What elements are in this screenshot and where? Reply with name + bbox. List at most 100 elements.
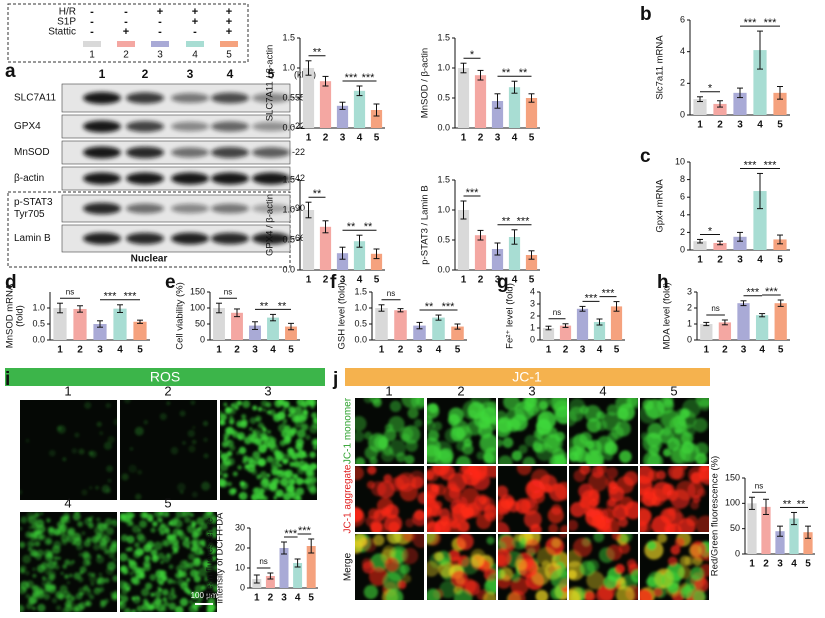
cell: [96, 555, 105, 564]
cell: [670, 545, 681, 555]
x-tick-label: 1: [57, 345, 63, 356]
cell: [98, 572, 103, 577]
bar: [133, 321, 147, 340]
cell: [355, 457, 366, 464]
cell: [276, 461, 280, 465]
cell: [427, 498, 440, 517]
cell: [550, 568, 567, 589]
panel-letter: b: [640, 4, 652, 25]
x-tick-label: 2: [77, 345, 83, 356]
cell: [162, 597, 168, 602]
cell: [184, 587, 190, 594]
micrograph-texture: [640, 534, 709, 600]
cell: [405, 439, 418, 452]
cell: [606, 404, 619, 416]
cell: [607, 483, 619, 495]
cell: [407, 407, 419, 419]
cell: [291, 480, 296, 484]
blot-band: [126, 172, 164, 185]
y-axis-label: Red/Green fluorescence (%): [710, 456, 721, 576]
cell: [204, 577, 209, 582]
error-bar: [216, 302, 222, 314]
cell: [81, 531, 86, 536]
cell: [355, 430, 365, 442]
cell: [207, 545, 211, 550]
cell: [89, 486, 93, 490]
error-bar: [294, 558, 301, 568]
cell: [281, 458, 287, 464]
cell: [674, 537, 685, 548]
cell: [98, 532, 107, 541]
bar: [508, 237, 521, 270]
bar: [336, 105, 349, 128]
cell: [640, 589, 653, 600]
micrograph-texture: [569, 466, 638, 532]
cell: [548, 455, 561, 464]
legend-box: [7, 3, 249, 63]
error-bar: [270, 313, 276, 322]
cell: [66, 581, 70, 585]
cell: [508, 590, 526, 600]
image-label: 4: [64, 495, 71, 510]
bar: [747, 503, 757, 554]
cell: [167, 593, 176, 601]
cell: [661, 570, 681, 590]
x-tick-label: 4: [117, 345, 123, 356]
cell: [256, 492, 265, 500]
cell: [312, 417, 317, 423]
cell: [439, 580, 457, 599]
cell: [402, 574, 412, 583]
cell: [249, 427, 253, 431]
cell: [548, 523, 559, 532]
cell: [56, 520, 65, 529]
bar: [285, 326, 297, 340]
cell: [143, 420, 148, 425]
cell: [93, 543, 100, 551]
blot-band: [83, 232, 121, 245]
cell: [165, 512, 170, 518]
error-bar: [777, 86, 783, 100]
y-tick-label: 0.0: [354, 334, 367, 344]
cell: [236, 451, 240, 455]
cell: [483, 591, 496, 600]
y-tick-label: 3: [687, 286, 692, 296]
x-tick-label: 5: [529, 133, 535, 144]
significance-label: ns: [755, 481, 763, 490]
cell: [569, 406, 584, 422]
cell: [170, 534, 177, 541]
cell: [121, 595, 129, 603]
cell: [692, 494, 701, 504]
legend-mark: +: [157, 6, 163, 18]
cell: [647, 571, 665, 589]
cell: [427, 561, 440, 577]
cell: [237, 465, 242, 470]
cell: [185, 564, 190, 568]
significance-label: ***: [466, 187, 480, 199]
cell: [665, 522, 682, 532]
cell: [28, 525, 33, 530]
y-tick-label: 10: [235, 562, 245, 572]
y-tick-label: 1.0: [282, 204, 295, 214]
x-tick-label: 1: [697, 120, 703, 131]
cell: [257, 422, 264, 429]
cell: [587, 439, 603, 455]
cell: [96, 554, 100, 558]
bar: [213, 308, 225, 340]
bar: [773, 92, 787, 115]
cell: [72, 532, 82, 542]
cell: [168, 602, 177, 611]
cell: [543, 433, 563, 453]
cell: [128, 546, 133, 552]
cell: [355, 415, 367, 432]
cell: [522, 456, 536, 464]
cell: [107, 478, 112, 483]
blot-band: [252, 147, 290, 158]
cell: [427, 444, 442, 464]
bar: [432, 317, 445, 340]
cell: [237, 401, 242, 406]
cell: [177, 482, 186, 492]
cell: [615, 585, 635, 600]
error-bar: [308, 538, 315, 554]
cell: [158, 587, 163, 593]
bar: [474, 75, 487, 128]
